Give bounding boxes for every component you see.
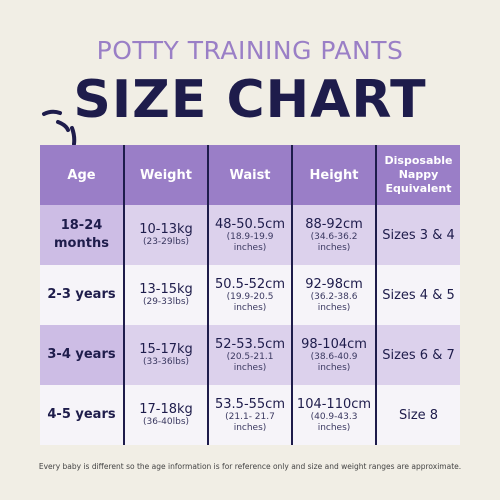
size-cell: Size 8 <box>375 385 460 445</box>
measure-cell: 52-53.5cm (20.5-21.1 inches) <box>207 325 292 385</box>
age-cell: 3-4 years <box>40 325 124 385</box>
measure-cell: 98-104cm (38.6-40.9 inches) <box>291 325 376 385</box>
size-cell: Sizes 4 & 5 <box>375 265 460 325</box>
size-table: Age Weight Waist Height Disposable Nappy Equ… <box>40 145 460 445</box>
table-row: 4-5 years 17-18kg (36-40lbs) 53.5-55cm (21.1… <box>40 385 460 445</box>
measure-sub: (29-33lbs) <box>142 297 190 307</box>
measure-cell: 15-17kg (33-36lbs) <box>123 325 208 385</box>
measure-cell: 104-110cm (40.9-43.3 inches) <box>291 385 376 445</box>
measure-sub: (40.9-43.3 inches) <box>310 411 358 433</box>
measure-main: 53.5-55cm <box>215 396 285 412</box>
measure-main: 52-53.5cm <box>215 336 285 352</box>
column-header: Disposable Nappy Equivalent <box>375 145 460 205</box>
subtitle: POTTY TRAINING PANTS <box>96 36 404 65</box>
measure-cell: 10-13kg (23-29lbs) <box>123 205 208 265</box>
measure-main: 10-13kg <box>139 222 193 237</box>
column-header: Age <box>40 145 124 205</box>
measure-sub: (38.6-40.9 inches) <box>310 351 358 373</box>
measure-sub: (19.9-20.5 inches) <box>226 291 274 313</box>
measure-sub: (36-40lbs) <box>142 417 190 427</box>
measure-sub: (18.9-19.9 inches) <box>226 231 274 253</box>
column-header: Weight <box>123 145 208 205</box>
decoration <box>42 109 77 146</box>
measure-cell: 48-50.5cm (18.9-19.9 inches) <box>207 205 292 265</box>
column-header: Waist <box>207 145 292 205</box>
measure-main: 88-92cm <box>305 216 363 232</box>
measure-main: 92-98cm <box>305 276 363 292</box>
footnote: Every baby is different so the age infor… <box>38 462 462 471</box>
age-cell: 2-3 years <box>40 265 124 325</box>
table-row: 18-24 months 10-13kg (23-29lbs) 48-50.5cm (1… <box>40 205 460 265</box>
measure-main: 15-17kg <box>139 342 193 357</box>
table-row: 2-3 years 13-15kg (29-33lbs) 50.5-52cm (19.9… <box>40 265 460 325</box>
measure-sub: (33-36lbs) <box>142 357 190 367</box>
table-row: 3-4 years 15-17kg (33-36lbs) 52-53.5cm (20.5… <box>40 325 460 385</box>
measure-main: 17-18kg <box>139 402 193 417</box>
size-cell: Sizes 3 & 4 <box>375 205 460 265</box>
measure-main: 98-104cm <box>301 336 367 352</box>
measure-main: 50.5-52cm <box>215 276 285 292</box>
measure-cell: 13-15kg (29-33lbs) <box>123 265 208 325</box>
measure-sub: (21.1- 21.7 inches) <box>225 411 275 433</box>
measure-main: 48-50.5cm <box>215 216 285 232</box>
measure-sub: (20.5-21.1 inches) <box>226 351 274 373</box>
measure-main: 104-110cm <box>296 396 372 412</box>
measure-sub: (36.2-38.6 inches) <box>310 291 358 313</box>
measure-cell: 53.5-55cm (21.1- 21.7 inches) <box>207 385 292 445</box>
age-cell: 18-24 months <box>40 205 124 265</box>
measure-sub: (23-29lbs) <box>142 237 190 247</box>
measure-sub: (34.6-36.2 inches) <box>310 231 358 253</box>
measure-cell: 50.5-52cm (19.9-20.5 inches) <box>207 265 292 325</box>
title: SIZE CHART <box>73 70 427 130</box>
measure-main: 13-15kg <box>139 282 193 297</box>
measure-cell: 88-92cm (34.6-36.2 inches) <box>291 205 376 265</box>
size-cell: Sizes 6 & 7 <box>375 325 460 385</box>
measure-cell: 17-18kg (36-40lbs) <box>123 385 208 445</box>
column-header: Height <box>291 145 376 205</box>
age-cell: 4-5 years <box>40 385 124 445</box>
measure-cell: 92-98cm (36.2-38.6 inches) <box>291 265 376 325</box>
